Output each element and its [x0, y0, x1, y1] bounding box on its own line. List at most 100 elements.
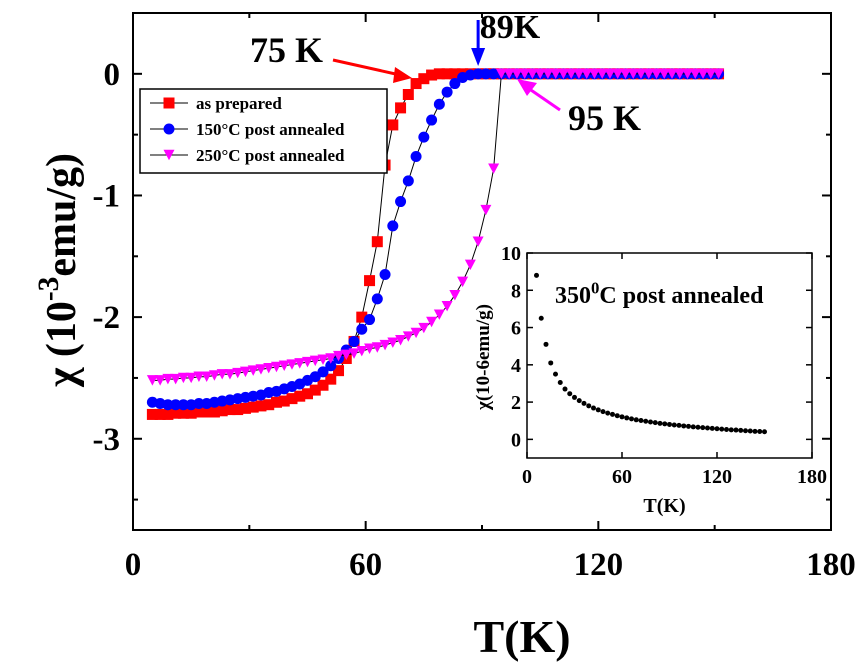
- data-point: [302, 388, 313, 400]
- inset-data-point: [629, 416, 634, 422]
- inset-data-point: [567, 391, 573, 397]
- data-point: [472, 68, 484, 80]
- data-point: [402, 175, 414, 187]
- inset-data-point: [576, 398, 582, 404]
- data-point: [356, 311, 368, 323]
- data-point: [232, 367, 244, 379]
- data-point: [193, 406, 205, 418]
- legend-marker: [163, 123, 175, 135]
- data-point: [286, 359, 298, 370]
- inset-data-point: [747, 428, 753, 434]
- inset-data-point: [762, 429, 767, 435]
- data-point: [239, 402, 251, 414]
- data-point: [317, 354, 329, 365]
- data-point: [263, 399, 275, 411]
- data-point: [162, 408, 174, 420]
- arrow-75k: [332, 58, 401, 77]
- data-point: [356, 323, 368, 335]
- data-point: [216, 369, 228, 380]
- data-point: [395, 102, 407, 114]
- inset-data-point: [557, 380, 563, 386]
- data-point: [371, 236, 383, 248]
- data-point: [185, 407, 197, 419]
- data-point: [247, 365, 259, 376]
- arrowhead-95k: [517, 79, 537, 96]
- inset-data-point: [700, 425, 706, 431]
- data-point: [573, 68, 585, 80]
- data-point: [395, 335, 407, 346]
- data-point: [208, 406, 220, 418]
- inset-plot: 0 60 120 180 0 2 4 6 8 10 T(K) χ(10-6emu/g) 3500C po…: [473, 243, 827, 517]
- inset-data-point: [719, 426, 725, 432]
- inset-data-point: [581, 400, 587, 406]
- y-axis-label: χ (10-3emu/g): [33, 153, 85, 388]
- data-point: [550, 68, 562, 80]
- inset-data-point: [705, 425, 710, 431]
- data-point: [705, 68, 717, 80]
- data-point: [410, 151, 422, 163]
- data-point: [418, 322, 430, 334]
- arrowhead-89k: [471, 48, 486, 66]
- data-point: [627, 68, 639, 80]
- inset-data-point: [595, 407, 601, 413]
- data-point: [588, 68, 600, 80]
- data-point: [302, 356, 313, 368]
- data-point: [317, 366, 329, 378]
- data-point: [697, 68, 709, 80]
- inset-data-point: [690, 424, 696, 430]
- data-point: [449, 289, 461, 301]
- x-tick-label: 180: [806, 547, 856, 583]
- inset-data-point: [624, 415, 630, 421]
- inset-x-tick-label: 0: [522, 466, 532, 488]
- data-point: [488, 163, 500, 174]
- data-point: [232, 404, 244, 416]
- data-point: [557, 68, 569, 80]
- x-tick-label: 120: [574, 547, 624, 583]
- inset-y-tick-label: 4: [511, 355, 521, 377]
- inset-y-tick-label: 8: [511, 280, 521, 302]
- data-point: [146, 375, 158, 386]
- y-tick-label: -2: [93, 300, 121, 336]
- data-point: [635, 68, 647, 80]
- data-point: [325, 353, 337, 364]
- inset-data-point: [667, 421, 672, 427]
- data-point: [364, 314, 376, 326]
- data-point: [364, 275, 376, 287]
- data-point: [480, 204, 492, 216]
- data-point: [185, 372, 197, 384]
- data-point: [612, 68, 624, 80]
- data-point: [333, 350, 345, 362]
- data-point: [596, 68, 608, 80]
- inset-data-point: [548, 360, 554, 366]
- inset-data-point: [757, 429, 763, 435]
- inset-data-point: [743, 428, 748, 434]
- inset-data-point: [610, 411, 615, 417]
- data-point: [170, 373, 182, 385]
- data-point: [689, 68, 701, 80]
- inset-data-point: [643, 418, 649, 424]
- data-point: [457, 276, 469, 288]
- inset-y-axis-label: χ(10-6emu/g): [473, 304, 494, 411]
- data-point: [270, 396, 282, 408]
- data-point: [294, 390, 306, 402]
- data-point: [263, 362, 275, 374]
- data-point: [170, 407, 182, 419]
- inset-data-point: [752, 428, 758, 434]
- annotation-75k: 75 K: [250, 30, 323, 70]
- data-point: [309, 384, 321, 396]
- annotation-89k: 89K: [480, 9, 541, 46]
- inset-frame: [526, 252, 813, 459]
- annotation-95k: 95 K: [568, 98, 641, 138]
- inset-x-tick-label: 120: [702, 466, 732, 488]
- data-point: [356, 345, 368, 357]
- inset-data-point: [600, 409, 606, 415]
- data-point: [426, 316, 438, 328]
- data-point: [433, 98, 445, 110]
- data-point: [371, 293, 383, 305]
- legend-label: 250°C post annealed: [196, 146, 345, 165]
- data-point: [426, 114, 438, 126]
- inset-annotation: 3500C post annealed: [555, 278, 764, 309]
- data-point: [441, 300, 453, 312]
- data-point: [402, 89, 414, 101]
- data-point: [193, 397, 205, 409]
